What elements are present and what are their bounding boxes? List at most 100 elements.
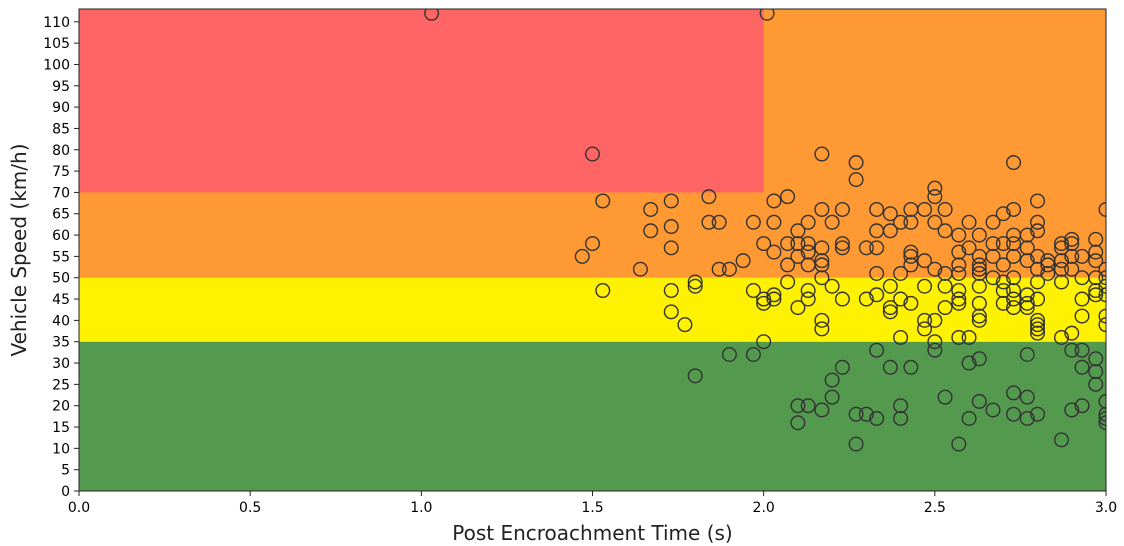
- y-tick-label: 40: [52, 313, 70, 329]
- data-point: [893, 398, 909, 414]
- y-axis-title: Vehicle Speed (km/h): [7, 143, 31, 356]
- y-axis-ticks: 0 5 10 15 20 25 30 35 40 45 50 55 60 65 70 75 80 85 90 95 10…: [43, 15, 79, 500]
- data-point: [759, 9, 775, 21]
- y-tick-label: 55: [52, 249, 70, 265]
- data-point: [951, 283, 967, 299]
- data-point: [800, 244, 816, 260]
- data-point: [1006, 406, 1022, 422]
- data-point: [824, 372, 840, 388]
- y-tick-label: 0: [61, 484, 70, 500]
- data-point: [971, 261, 987, 277]
- data-point: [951, 329, 967, 345]
- data-point: [1006, 270, 1022, 286]
- data-point: [1030, 321, 1046, 337]
- data-point: [985, 236, 1001, 252]
- data-point: [937, 278, 953, 294]
- data-point: [814, 253, 830, 269]
- x-tick-label: 1.5: [581, 500, 603, 516]
- data-point: [995, 274, 1011, 290]
- data-point: [927, 214, 943, 230]
- data-point: [903, 214, 919, 230]
- data-point: [745, 214, 761, 230]
- x-axis-title: Post Encroachment Time (s): [452, 521, 732, 545]
- data-point: [985, 214, 1001, 230]
- data-point: [574, 248, 590, 264]
- y-tick-label: 75: [52, 164, 70, 180]
- data-point: [1030, 248, 1046, 264]
- data-point: [971, 227, 987, 243]
- data-point: [869, 287, 885, 303]
- y-tick-label: 60: [52, 228, 70, 244]
- data-point: [951, 436, 967, 452]
- data-point: [721, 347, 737, 363]
- data-point: [1074, 291, 1090, 307]
- data-point: [766, 214, 782, 230]
- data-point: [711, 261, 727, 277]
- data-point: [985, 270, 1001, 286]
- data-point: [663, 283, 679, 299]
- data-point: [834, 201, 850, 217]
- data-point: [927, 261, 943, 277]
- data-point: [917, 253, 933, 269]
- zone-0: [79, 341, 1106, 491]
- data-point: [971, 295, 987, 311]
- x-tick-label: 1.0: [410, 500, 432, 516]
- data-point: [971, 312, 987, 328]
- data-point: [1074, 308, 1090, 324]
- data-point: [1040, 257, 1056, 273]
- data-point: [1019, 300, 1035, 316]
- data-point: [756, 295, 772, 311]
- data-point: [687, 278, 703, 294]
- y-tick-label: 45: [52, 292, 70, 308]
- y-tick-label: 85: [52, 121, 70, 137]
- data-point: [927, 312, 943, 328]
- data-point: [814, 257, 830, 273]
- y-tick-label: 95: [52, 79, 70, 95]
- y-tick-label: 30: [52, 356, 70, 372]
- data-point: [790, 248, 806, 264]
- data-point: [971, 351, 987, 367]
- data-point: [1074, 342, 1090, 358]
- data-point: [1030, 291, 1046, 307]
- data-point: [869, 240, 885, 256]
- data-point: [790, 415, 806, 431]
- data-point: [1006, 291, 1022, 307]
- data-point: [663, 304, 679, 320]
- data-point: [1006, 236, 1022, 252]
- data-point: [585, 146, 601, 162]
- data-point: [951, 265, 967, 281]
- data-point: [663, 219, 679, 235]
- data-point: [814, 321, 830, 337]
- data-point: [971, 278, 987, 294]
- data-point: [951, 291, 967, 307]
- data-point: [971, 265, 987, 281]
- data-point: [1019, 389, 1035, 405]
- data-point: [711, 214, 727, 230]
- y-tick-label: 25: [52, 377, 70, 393]
- data-point: [1006, 155, 1022, 171]
- x-tick-label: 0.0: [68, 500, 90, 516]
- data-point: [961, 355, 977, 371]
- data-point: [687, 368, 703, 384]
- data-point: [961, 410, 977, 426]
- data-point: [1053, 261, 1069, 277]
- data-point: [790, 398, 806, 414]
- data-point: [780, 236, 796, 252]
- data-point: [800, 214, 816, 230]
- data-point: [882, 304, 898, 320]
- data-point: [585, 236, 601, 252]
- data-point: [903, 257, 919, 273]
- data-point: [927, 342, 943, 358]
- data-point: [903, 359, 919, 375]
- data-point: [961, 329, 977, 345]
- data-point: [917, 312, 933, 328]
- data-point: [1088, 287, 1104, 303]
- data-point: [834, 236, 850, 252]
- data-point: [858, 240, 874, 256]
- data-point: [961, 214, 977, 230]
- data-point: [1074, 359, 1090, 375]
- data-point: [1030, 317, 1046, 333]
- speed-zones: [79, 9, 1106, 491]
- data-point: [687, 274, 703, 290]
- data-point: [701, 189, 717, 205]
